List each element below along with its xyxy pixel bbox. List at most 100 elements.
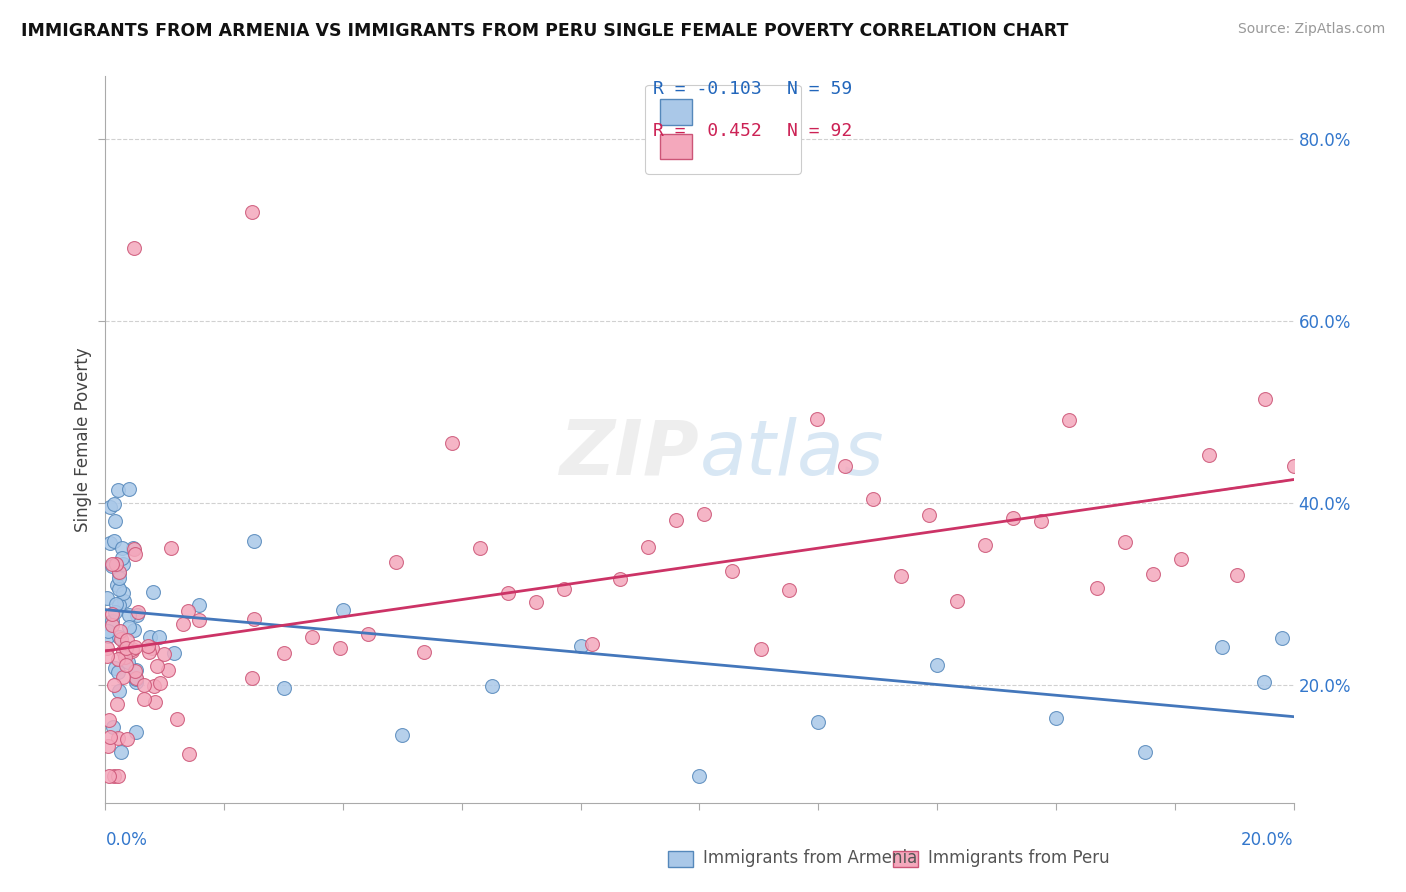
Point <box>100 614 122 628</box>
Point <box>1142 567 1164 582</box>
Point <box>104 661 127 675</box>
Point <box>177 604 200 618</box>
Point <box>134 692 156 706</box>
Point <box>974 538 997 552</box>
Point <box>111 541 134 556</box>
Point <box>553 582 575 596</box>
Point <box>114 650 136 665</box>
Point <box>834 458 856 473</box>
Point <box>413 644 436 658</box>
Point <box>749 642 772 657</box>
Point <box>1114 535 1136 549</box>
Point <box>97 629 120 643</box>
Point <box>1198 448 1220 462</box>
Point <box>166 712 188 726</box>
Point <box>689 768 711 782</box>
Point <box>107 731 129 746</box>
Point <box>108 630 131 644</box>
Point <box>96 648 118 663</box>
Point <box>637 540 659 554</box>
Point <box>329 641 352 656</box>
Point <box>243 533 266 548</box>
Point <box>103 534 125 549</box>
Point <box>115 657 138 672</box>
Point <box>111 644 134 658</box>
Point <box>1170 552 1192 566</box>
Point <box>125 724 148 739</box>
Point <box>121 644 143 658</box>
Point <box>153 647 176 661</box>
Point <box>125 671 148 685</box>
Point <box>1271 632 1294 646</box>
Point <box>1282 459 1305 474</box>
Point <box>97 739 120 753</box>
Point <box>112 586 135 600</box>
Point <box>103 514 125 528</box>
Point <box>118 620 141 634</box>
Point <box>1254 392 1277 406</box>
Point <box>1133 745 1156 759</box>
Point <box>1253 674 1275 689</box>
Text: Immigrants from Peru: Immigrants from Peru <box>928 849 1109 867</box>
Point <box>122 624 145 638</box>
Point <box>1057 413 1080 427</box>
Text: ZIP: ZIP <box>560 417 700 491</box>
Point <box>108 624 131 638</box>
Point <box>107 768 129 782</box>
Point <box>122 541 145 556</box>
Point <box>105 597 128 611</box>
Text: Immigrants from Armenia: Immigrants from Armenia <box>703 849 917 867</box>
Point <box>124 675 146 690</box>
Point <box>496 586 519 600</box>
Point <box>157 664 180 678</box>
Point <box>127 605 149 619</box>
Point <box>240 205 263 219</box>
Point <box>890 569 912 583</box>
Point <box>148 675 170 690</box>
Text: atlas: atlas <box>700 417 884 491</box>
Point <box>1001 510 1024 524</box>
Point <box>145 695 167 709</box>
Point <box>240 671 263 685</box>
Point <box>1211 640 1233 654</box>
Point <box>778 582 800 597</box>
Text: IMMIGRANTS FROM ARMENIA VS IMMIGRANTS FROM PERU SINGLE FEMALE POVERTY CORRELATIO: IMMIGRANTS FROM ARMENIA VS IMMIGRANTS FR… <box>21 22 1069 40</box>
Point <box>391 727 413 741</box>
Point <box>273 681 295 695</box>
Point <box>127 608 149 623</box>
Point <box>108 565 131 579</box>
Point <box>179 747 201 761</box>
Point <box>96 640 118 655</box>
Point <box>693 508 716 522</box>
Point <box>273 646 295 660</box>
Point <box>112 670 135 684</box>
Point <box>100 559 122 574</box>
Text: 20.0%: 20.0% <box>1241 831 1294 849</box>
Point <box>243 612 266 626</box>
Point <box>101 617 124 632</box>
Point <box>146 659 169 673</box>
Point <box>114 594 136 608</box>
Point <box>524 595 547 609</box>
Point <box>172 616 194 631</box>
Point <box>332 603 354 617</box>
Point <box>103 497 125 511</box>
Point <box>481 679 503 693</box>
Point <box>141 641 163 656</box>
Point <box>124 547 146 561</box>
Point <box>125 672 148 686</box>
Point <box>124 640 146 654</box>
Point <box>115 633 138 648</box>
Point <box>101 557 124 571</box>
Point <box>107 598 129 612</box>
Point <box>918 508 941 522</box>
Point <box>134 678 156 692</box>
Point <box>108 683 131 698</box>
Point <box>357 627 380 641</box>
Point <box>139 630 162 644</box>
Point <box>103 678 125 692</box>
Point <box>385 555 408 569</box>
Point <box>136 639 159 653</box>
Point <box>98 730 121 744</box>
Text: R =  0.452: R = 0.452 <box>652 122 762 140</box>
